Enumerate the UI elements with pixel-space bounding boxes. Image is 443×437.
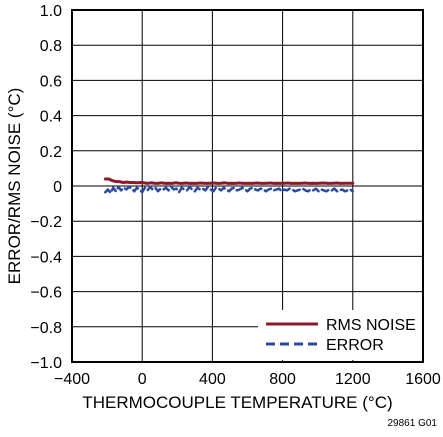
y-tick-label: −1.0 (30, 355, 62, 372)
x-tick-label: 0 (138, 371, 147, 388)
x-tick-label: 1200 (335, 371, 371, 388)
y-axis-title: ERROR/RMS NOISE (°C) (5, 88, 24, 285)
y-tick-labels: 1.0 0.8 0.6 0.4 0.2 0 −0.2 −0.4 −0.6 −0.8 −1.0 (30, 3, 62, 372)
legend-label-rms-noise: RMS NOISE (326, 317, 416, 334)
series-line-error (104, 185, 355, 195)
y-tick-label: 0.4 (40, 109, 62, 126)
legend: RMS NOISE ERROR (258, 310, 422, 360)
x-tick-label: −400 (54, 371, 90, 388)
x-axis-title: THERMOCOUPLE TEMPERATURE (°C) (82, 393, 392, 412)
plot-frame (71, 9, 424, 363)
x-tick-label: 1600 (405, 371, 441, 388)
grid-lines (72, 10, 423, 362)
y-tick-label: 0.2 (40, 144, 62, 161)
y-tick-label: 0 (53, 179, 62, 196)
y-tick-label: −0.4 (30, 249, 62, 266)
figure-id: 29861 G01 (388, 418, 438, 429)
y-tick-label: −0.2 (30, 214, 62, 231)
series-lines (103, 177, 355, 195)
y-tick-label: 0.6 (40, 73, 62, 90)
x-tick-label: 800 (269, 371, 296, 388)
y-tick-label: −0.8 (30, 320, 62, 337)
x-tick-label: 400 (199, 371, 226, 388)
legend-background (258, 310, 422, 360)
y-tick-label: 1.0 (40, 3, 62, 20)
legend-label-error: ERROR (326, 337, 384, 354)
y-tick-label: 0.8 (40, 38, 62, 55)
x-tick-labels: −400 0 400 800 1200 1600 (54, 371, 441, 388)
y-tick-label: −0.6 (30, 285, 62, 302)
series-line-rms-noise (103, 177, 355, 185)
